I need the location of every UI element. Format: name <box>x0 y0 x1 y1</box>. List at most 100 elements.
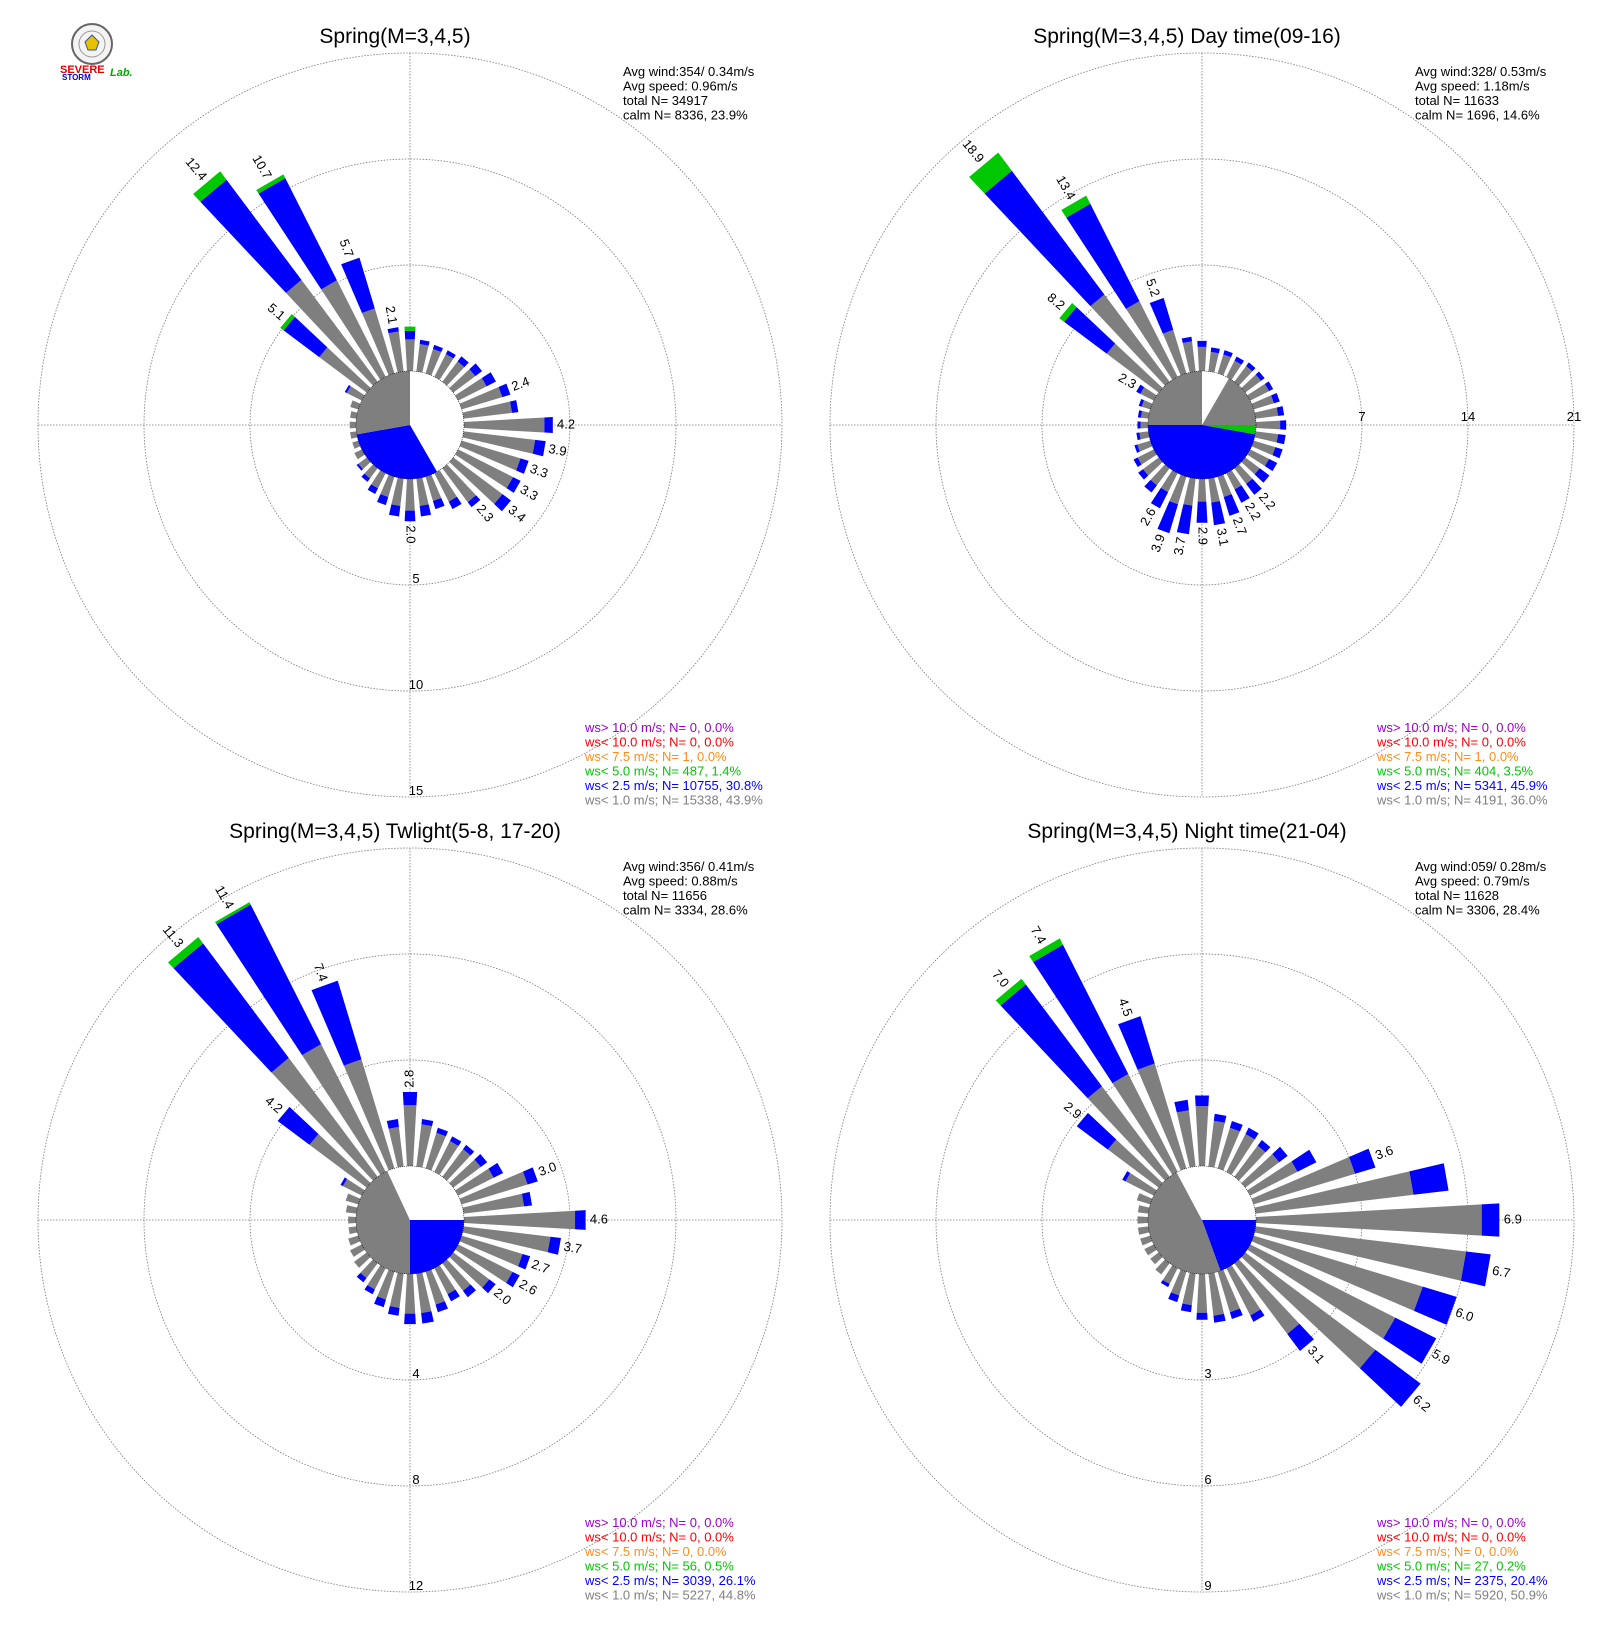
calm-circle <box>355 1165 465 1275</box>
bar-segment <box>1180 1303 1192 1313</box>
bar-value-label: 3.9 <box>1148 532 1168 554</box>
bar-segment <box>432 344 443 352</box>
bar-segment <box>462 1284 476 1298</box>
bar-segment <box>462 1226 551 1253</box>
legend-entry: ws< 7.5 m/s; N= 0, 0.0% <box>584 1544 727 1559</box>
chart-title: Spring(M=3,4,5) <box>319 25 470 48</box>
bar-segment <box>1195 1095 1209 1107</box>
bar-segment <box>1125 1173 1157 1196</box>
bar-segment <box>1138 469 1149 480</box>
bar-segment <box>1136 384 1145 394</box>
bar-segment <box>1140 1235 1153 1246</box>
bar-value-label: 6.0 <box>1454 1304 1476 1324</box>
bar-segment <box>1087 1086 1170 1181</box>
bar-segment <box>377 494 389 506</box>
bar-segment <box>349 1244 365 1257</box>
bar-segment <box>416 477 429 506</box>
bar-segment <box>354 449 365 460</box>
stats-line: total N= 11628 <box>1415 888 1499 903</box>
bar-segment <box>350 411 358 419</box>
bar-segment <box>1150 1252 1163 1265</box>
bar-segment <box>462 401 513 419</box>
bar-segment <box>1208 1120 1225 1168</box>
bar-segment <box>1133 457 1142 468</box>
bar-segment <box>522 1167 538 1185</box>
logo-star-icon <box>84 34 100 51</box>
wind-rose-panel-3: 4 8 12 2.8 3.0 4.6 3.7 2.72.62.0 4.2 11.3 11.4 7.4 S… <box>37 820 783 1603</box>
bar-value-label: 3.1 <box>1214 527 1232 547</box>
bar-segment <box>419 504 432 517</box>
calm-sector <box>1202 1166 1256 1220</box>
bar-segment <box>1255 1204 1482 1236</box>
bar-value-label: 3.1 <box>1305 1343 1328 1366</box>
bar-segment <box>442 1259 471 1291</box>
bar-segment <box>510 400 519 413</box>
bar-segment <box>449 1252 490 1288</box>
bar-segment <box>1197 340 1207 347</box>
bar-segment <box>348 1216 357 1224</box>
bar-value-label: 7.4 <box>1028 923 1050 946</box>
bar-segment <box>1136 432 1141 441</box>
bar-segment <box>404 330 416 340</box>
bar-segment <box>516 458 529 474</box>
bar-segment <box>1234 365 1253 386</box>
bar-segment <box>435 1301 448 1313</box>
bar-segment <box>1155 1259 1170 1275</box>
bar-segment <box>364 464 378 479</box>
bar-segment <box>506 477 521 493</box>
bar-segment <box>1144 1244 1157 1256</box>
calm-circle <box>355 370 465 480</box>
bar-segment <box>404 1273 416 1314</box>
bar-segment <box>1149 297 1174 334</box>
bar-segment <box>1139 431 1150 440</box>
stats-line: Avg speed: 0.96m/s <box>623 79 738 94</box>
bar-value-label: 3.4 <box>506 502 529 525</box>
legend-entry: ws> 10.0 m/s; N= 0, 0.0% <box>1376 720 1526 735</box>
bar-segment <box>1134 444 1140 453</box>
severe-storm-lab-logo: SEVERE STORM Lab. <box>60 23 133 82</box>
legend-entry: ws< 5.0 m/s; N= 487, 1.4% <box>584 764 742 779</box>
stats-line: calm N= 3306, 28.4% <box>1415 903 1540 918</box>
bar-value-label: 7.0 <box>989 967 1012 990</box>
calm-sector <box>1202 371 1229 425</box>
bar-value-label: 2.6 <box>1137 505 1159 528</box>
bar-segment <box>459 1171 528 1205</box>
chart-title: Spring(M=3,4,5) Night time(21-04) <box>1027 820 1346 843</box>
calm-sector <box>356 425 437 480</box>
bar-segment <box>442 464 476 503</box>
bar-value-label: 2.7 <box>1230 515 1250 537</box>
bar-segment <box>1137 410 1143 418</box>
bar-segment <box>358 457 371 470</box>
bar-value-label: 5.7 <box>337 237 357 259</box>
ring-label: 5 <box>412 571 419 586</box>
legend-entry: ws< 10.0 m/s; N= 0, 0.0% <box>1376 735 1526 750</box>
bar-segment <box>302 1044 386 1175</box>
bar-segment <box>1272 447 1283 459</box>
bar-segment <box>1029 938 1063 962</box>
legend-entry: ws< 2.5 m/s; N= 10755, 30.8% <box>584 778 763 793</box>
bar-value-label: 4.2 <box>557 416 575 431</box>
bar-segment <box>1197 478 1207 502</box>
bar-segment <box>1229 1308 1243 1320</box>
bar-segment <box>1208 1272 1225 1316</box>
bar-segment <box>321 280 386 380</box>
bar-segment <box>1247 1161 1298 1196</box>
bar-segment <box>1196 501 1208 523</box>
bar-segment <box>350 431 358 439</box>
bar-segment <box>1066 203 1140 309</box>
bar-segment <box>544 417 553 433</box>
bar-segment <box>1208 351 1219 373</box>
bar-segment <box>1064 307 1116 354</box>
bar-segment <box>416 344 429 373</box>
bar-segment <box>387 327 399 334</box>
bar-segment <box>547 1236 561 1255</box>
bar-segment <box>425 1269 445 1305</box>
bar-segment <box>494 494 511 512</box>
bar-segment <box>1090 294 1170 386</box>
calm-circle <box>1147 370 1257 480</box>
bar-value-label: 4.2 <box>262 1093 285 1116</box>
bar-segment <box>1481 1203 1500 1237</box>
bar-segment <box>1137 421 1141 429</box>
calm-sector <box>1147 1172 1221 1274</box>
bar-segment <box>984 170 1105 307</box>
